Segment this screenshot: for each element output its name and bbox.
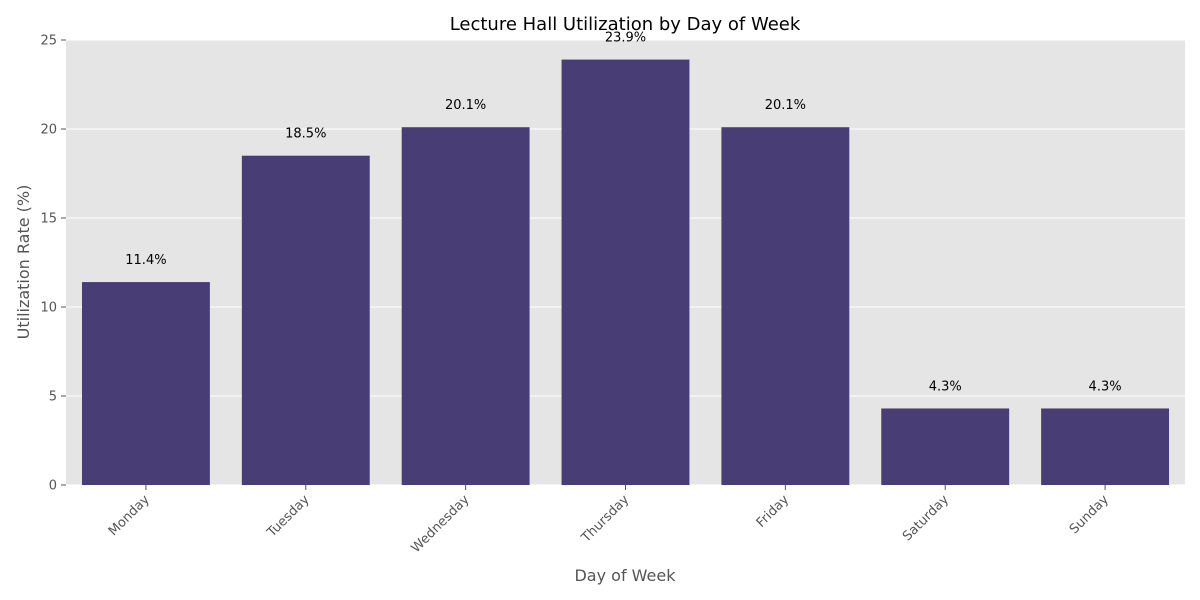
bars	[81, 59, 1170, 485]
bar-friday	[721, 127, 850, 485]
bar-sunday	[1041, 408, 1170, 485]
bar-saturday	[881, 408, 1010, 485]
y-tick-label: 25	[40, 34, 57, 49]
bar-thursday	[561, 59, 690, 485]
y-tick-label: 10	[40, 301, 57, 316]
y-tick-label: 15	[40, 212, 57, 227]
x-tick-label-wednesday: Wednesday	[409, 492, 473, 556]
data-labels: 11.4% 18.5% 20.1% 23.9% 20.1% 4.3% 4.3%	[125, 31, 1121, 395]
y-tick-label: 0	[49, 479, 57, 494]
x-tick-label-sunday: Sunday	[1067, 492, 1112, 537]
y-tick-label: 20	[40, 123, 57, 138]
data-label-friday: 20.1%	[765, 98, 806, 113]
x-tick-label-saturday: Saturday	[900, 492, 952, 544]
y-tick-label: 5	[49, 390, 57, 405]
bar-tuesday	[241, 155, 370, 485]
data-label-wednesday: 20.1%	[445, 98, 486, 113]
x-tick-label-tuesday: Tuesday	[264, 492, 313, 541]
data-label-saturday: 4.3%	[929, 379, 962, 394]
bar-monday	[81, 282, 210, 485]
data-label-sunday: 4.3%	[1089, 379, 1122, 394]
x-tick-label-monday: Monday	[106, 492, 153, 539]
x-tick-label-friday: Friday	[754, 492, 793, 531]
chart-title: Lecture Hall Utilization by Day of Week	[450, 14, 801, 35]
data-label-tuesday: 18.5%	[285, 127, 326, 142]
data-label-monday: 11.4%	[125, 253, 166, 268]
y-axis-label: Utilization Rate (%)	[14, 185, 33, 340]
x-tick-label-thursday: Thursday	[578, 492, 632, 546]
y-axis: 0 5 10 15 20 25	[40, 34, 66, 494]
x-axis-label: Day of Week	[574, 566, 676, 585]
x-axis: Monday Tuesday Wednesday Thursday Friday Satu…	[106, 485, 1112, 556]
bar-wednesday	[401, 127, 530, 485]
data-label-thursday: 23.9%	[605, 31, 646, 46]
